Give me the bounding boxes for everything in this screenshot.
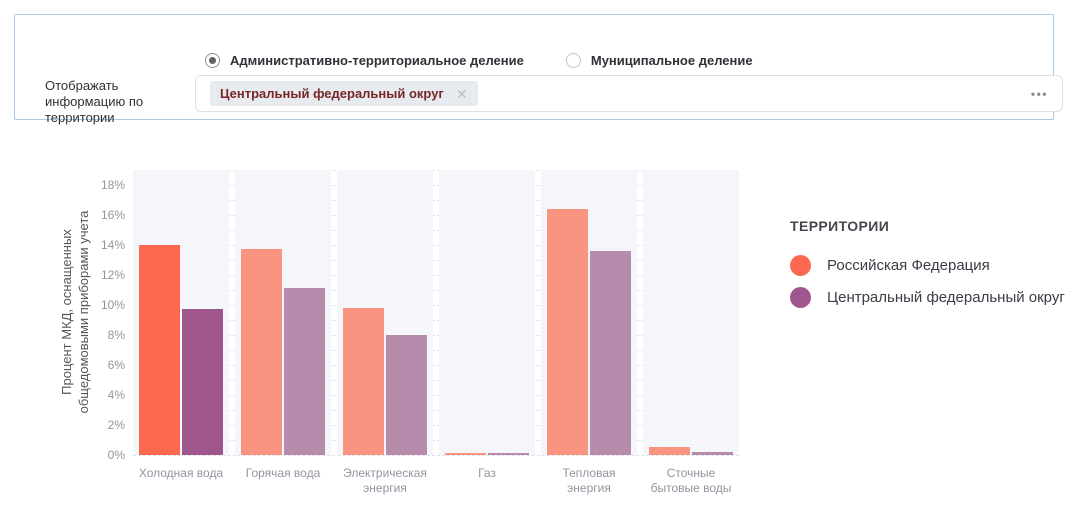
x-axis-label: Холодная вода <box>138 466 224 480</box>
gridline <box>133 335 739 336</box>
y-tick-label: 16% <box>100 208 125 222</box>
gridline <box>133 380 739 381</box>
x-axis-label: Электрическая энергия <box>343 466 427 495</box>
chip-close-icon[interactable]: ✕ <box>455 85 468 102</box>
gridline <box>133 425 739 426</box>
gridline <box>133 410 739 411</box>
bar-groups <box>133 170 739 455</box>
gridline <box>133 440 739 441</box>
gridline <box>133 395 739 396</box>
legend-label: Центральный федеральный округ <box>827 289 1065 306</box>
y-tick-label: 10% <box>100 298 125 312</box>
gridline <box>133 350 739 351</box>
gridline <box>133 275 739 276</box>
gridline <box>133 170 739 171</box>
gridline <box>133 320 739 321</box>
y-tick-label: 14% <box>100 238 125 252</box>
legend-swatch-icon <box>790 255 811 276</box>
gridline <box>133 260 739 261</box>
gridline <box>133 290 739 291</box>
bar[interactable] <box>139 245 180 455</box>
bar-group <box>541 170 637 455</box>
bar[interactable] <box>241 249 282 455</box>
y-tick-label: 2% <box>107 418 125 432</box>
gridline <box>133 455 739 456</box>
bar-group <box>337 170 433 455</box>
y-tick-label: 8% <box>107 328 125 342</box>
legend-item[interactable]: Центральный федеральный округ <box>790 287 1065 308</box>
y-tick-label: 4% <box>107 388 125 402</box>
bar-group <box>133 170 229 455</box>
bar[interactable] <box>547 209 588 455</box>
gridline <box>133 215 739 216</box>
radio-administrative-label[interactable]: Административно-территориальное деление <box>230 53 524 68</box>
radio-selected-icon[interactable] <box>205 53 220 68</box>
gridline <box>133 200 739 201</box>
y-tick-label: 12% <box>100 268 125 282</box>
bar-group <box>643 170 739 455</box>
legend-title: ТЕРРИТОРИИ <box>790 218 890 234</box>
radio-administrative-division[interactable]: Административно-территориальное деление <box>205 53 524 68</box>
territory-select-input[interactable]: Центральный федеральный округ ✕ ••• <box>195 75 1063 112</box>
territory-chip-label: Центральный федеральный округ <box>220 86 444 101</box>
x-axis-label: Газ <box>478 466 496 480</box>
legend-swatch-icon <box>790 287 811 308</box>
radio-municipal-division[interactable]: Муниципальное деление <box>565 53 753 68</box>
division-radio-group: Административно-территориальное деление … <box>205 53 753 68</box>
radio-unselected-icon[interactable] <box>565 53 581 68</box>
gridline <box>133 305 739 306</box>
territory-filter-panel: Административно-территориальное деление … <box>14 14 1063 125</box>
bar-chart-plot-area: 0% 2% 4% 6% 8% 10% 12% 14% 16% 18% Холодная вода Г… <box>101 170 739 495</box>
y-tick-label: 0% <box>107 448 125 462</box>
x-axis-label: Тепловая энергия <box>562 466 616 495</box>
bar-group <box>235 170 331 455</box>
gridline <box>133 365 739 366</box>
gridline <box>133 185 739 186</box>
territory-field-label: Отображать информацию по территории <box>45 78 144 125</box>
bar[interactable] <box>445 453 486 455</box>
x-axis-label: Сточные бытовые воды <box>650 466 732 495</box>
radio-municipal-label[interactable]: Муниципальное деление <box>590 53 753 68</box>
x-axis-label: Горячая вода <box>245 466 321 480</box>
legend-label: Российская Федерация <box>827 257 990 274</box>
y-tick-label: 6% <box>107 358 125 372</box>
legend-item[interactable]: Российская Федерация <box>790 255 1065 276</box>
bar-group <box>439 170 535 455</box>
x-axis-labels: Холодная вода Горячая вода Электрическая э… <box>133 466 739 496</box>
chart-legend: ТЕРРИТОРИИ Российская Федерация Центральн… <box>790 218 1065 308</box>
legend-items: Российская Федерация Центральный федераль… <box>790 255 1065 308</box>
territory-chip[interactable]: Центральный федеральный округ ✕ <box>210 81 478 106</box>
y-tick-label: 18% <box>100 178 125 192</box>
bar[interactable] <box>182 309 223 455</box>
gridline <box>133 245 739 246</box>
bar[interactable] <box>386 335 427 455</box>
bar[interactable] <box>649 447 690 455</box>
bar[interactable] <box>488 453 529 455</box>
bar[interactable] <box>343 308 384 455</box>
y-axis-title: Процент МКД, оснащенных общедомовыми при… <box>59 210 91 414</box>
bar[interactable] <box>284 288 325 455</box>
more-options-icon[interactable]: ••• <box>1030 86 1048 101</box>
bar[interactable] <box>590 251 631 455</box>
bar[interactable] <box>692 452 733 455</box>
gridline <box>133 230 739 231</box>
